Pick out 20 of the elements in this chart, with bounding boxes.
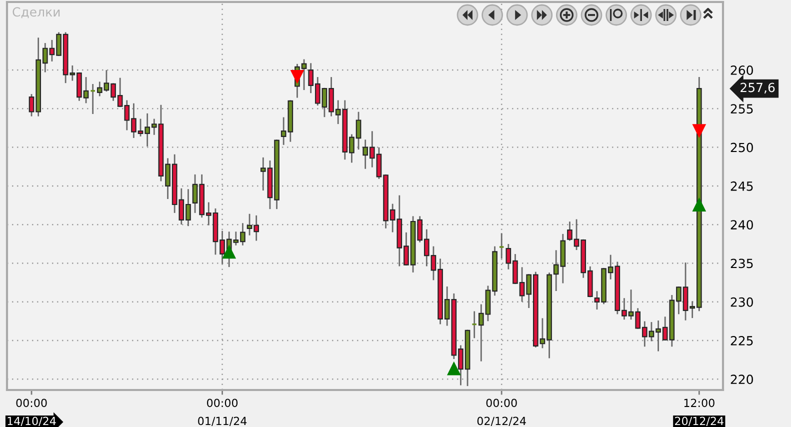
annotation: Сделки [12, 7, 60, 18]
y-tick-label: 245 [730, 181, 753, 191]
y-tick-label: 220 [730, 374, 753, 384]
point [446, 361, 461, 376]
y-tick-label: 240 [730, 220, 753, 230]
point [692, 124, 706, 138]
x-tick-label: 00:00 14/10/24 [8, 398, 56, 426]
y-tick-label: 230 [730, 297, 753, 307]
text: 257,6 [740, 82, 775, 94]
y-tick-label: 225 [730, 336, 753, 346]
y-tick-label: 260 [730, 65, 753, 75]
point [222, 244, 236, 259]
y-tick-label: 235 [730, 258, 753, 268]
x-tick-label: 00:00 02/12/24 [477, 398, 526, 426]
y-tick-label: 250 [730, 142, 753, 152]
y-tick-label: 255 [730, 104, 753, 114]
point [692, 198, 706, 212]
point [290, 70, 304, 84]
x-tick-label: 00:00 01/11/24 [198, 398, 247, 426]
x-tick-label: 12:00 20/12/24 [675, 398, 724, 426]
